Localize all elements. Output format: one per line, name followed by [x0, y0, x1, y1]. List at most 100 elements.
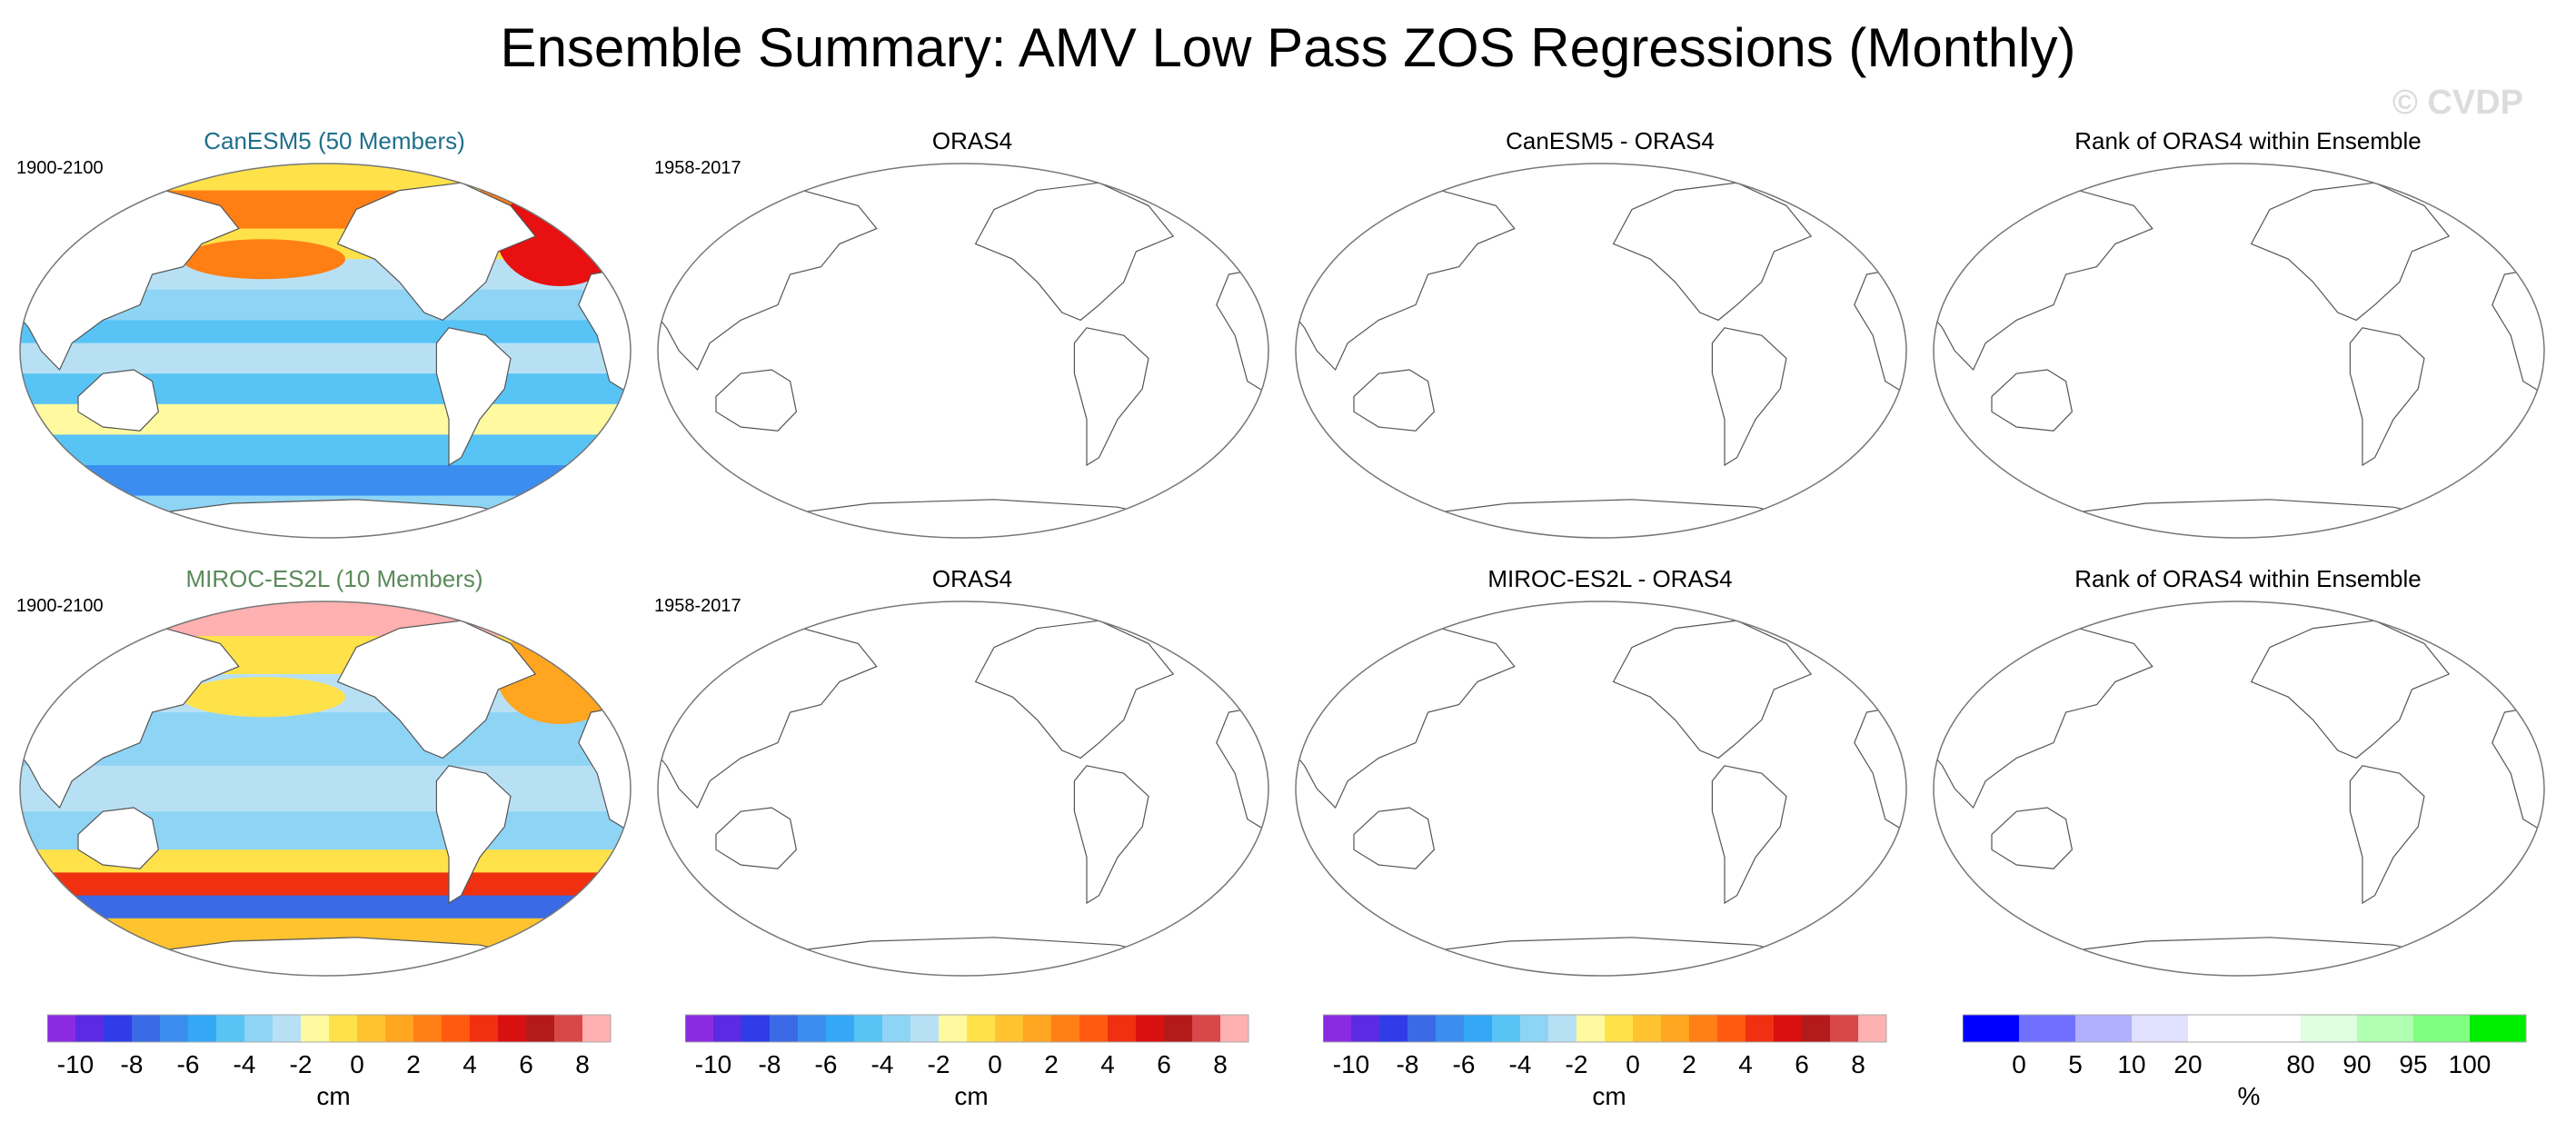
map-panel-r1-c4: Rank of ORAS4 within Ensemble	[1930, 127, 2566, 563]
continent-outline-australia	[1353, 369, 1436, 432]
colorbar-swatch	[995, 1015, 1024, 1042]
colorbar-swatch	[1746, 1015, 1775, 1042]
colorbar-swatch	[132, 1015, 161, 1042]
colorbar-tick-label: 6	[1157, 1050, 1171, 1078]
continent-outline-africa	[1854, 265, 1906, 398]
colorbar-swatch	[798, 1015, 827, 1042]
continent-outline-samerica	[435, 765, 512, 905]
continent-outline-namerica	[974, 620, 1175, 760]
colorbar-swatch	[301, 1015, 330, 1042]
colorbar-swatch	[2188, 1015, 2245, 1042]
map-border	[19, 601, 632, 977]
figure-title: Ensemble Summary: AMV Low Pass ZOS Regre…	[500, 17, 2076, 78]
colorbar-swatch	[770, 1015, 799, 1042]
colorbar-swatch	[160, 1015, 189, 1042]
continent-outline-australia	[77, 807, 160, 869]
colorbar-swatch	[1605, 1015, 1634, 1042]
colorbar-swatch	[47, 1015, 76, 1042]
colorbar-swatch	[1689, 1015, 1718, 1042]
colorbar-tick-label: 8	[1213, 1050, 1228, 1078]
continent-outline-asia	[1296, 189, 1516, 372]
colorbar-swatch	[1351, 1015, 1380, 1042]
continent-outline-australia	[715, 369, 798, 432]
colorbar-tick-label: -6	[177, 1050, 200, 1078]
colorbar-tick-label: -8	[1397, 1050, 1419, 1078]
panel-title: ORAS4	[931, 565, 1013, 592]
colorbar-tick-label: 6	[1795, 1050, 1809, 1078]
colorbar-swatch	[1774, 1015, 1803, 1042]
colorbar-swatch	[470, 1015, 499, 1042]
colorbar-tick-label: 100	[2449, 1050, 2491, 1078]
colorbar-swatch	[1802, 1015, 1831, 1042]
continent-outline-africa	[1216, 265, 1268, 398]
colorbar-swatch	[273, 1015, 302, 1042]
colorbar-tick-label: 4	[1100, 1050, 1115, 1078]
colorbar: 0 5 10 20 80 90 95 100%	[1963, 1013, 2535, 1113]
colorbar-swatch	[1858, 1015, 1887, 1042]
colorbar-swatch	[498, 1015, 527, 1042]
panel-title: MIROC-ES2L - ORAS4	[1487, 565, 1733, 592]
colorbar-swatch	[413, 1015, 443, 1042]
colorbar-tick-label: 0	[350, 1050, 364, 1078]
colorbar-unit: cm	[954, 1082, 989, 1110]
continent-outline-namerica	[2250, 182, 2451, 322]
colorbar-swatch	[1164, 1015, 1193, 1042]
continent-outline-africa	[2491, 265, 2544, 398]
map-border	[1933, 601, 2545, 977]
continent-outline-africa	[1216, 703, 1268, 836]
continent-outline-samerica	[2349, 765, 2425, 905]
continent-outline-asia	[1934, 627, 2153, 809]
colorbar-swatch	[854, 1015, 883, 1042]
colorbar-swatch	[2470, 1015, 2527, 1042]
continent-outline-samerica	[2349, 327, 2425, 467]
colorbar-unit: cm	[1592, 1082, 1626, 1110]
colorbar-swatch	[1192, 1015, 1221, 1042]
colorbar-swatch	[910, 1015, 940, 1042]
continent-outline-australia	[1353, 807, 1436, 869]
colorbar-tick-label: 0	[988, 1050, 1002, 1078]
continent-outline-samerica	[1073, 327, 1149, 467]
map-border	[657, 163, 1269, 539]
colorbar-tick-label: 95	[2399, 1050, 2427, 1078]
colorbar-tick-label: -2	[1566, 1050, 1588, 1078]
map-panel-r2-c3: MIROC-ES2L - ORAS4	[1292, 565, 1928, 1001]
map-panel-r2-c4: Rank of ORAS4 within Ensemble	[1930, 565, 2566, 1001]
colorbar: -10-8-6-4-20246810cm	[685, 1013, 1258, 1113]
world-map	[654, 598, 1290, 988]
colorbar-tick-label: 10	[2117, 1050, 2145, 1078]
colorbar-swatch	[2132, 1015, 2189, 1042]
colorbar-swatch	[104, 1015, 133, 1042]
continent-outline-asia	[658, 189, 878, 372]
continent-outline-namerica	[1612, 620, 1813, 760]
colorbar-tick-label: 6	[519, 1050, 533, 1078]
colorbar-tick-label: -10	[695, 1050, 731, 1078]
continent-outline-australia	[1991, 369, 2074, 432]
colorbar-swatch	[2357, 1015, 2414, 1042]
colorbar-swatch	[1661, 1015, 1690, 1042]
continent-outline-namerica	[1612, 182, 1813, 322]
continent-outline-asia	[1296, 627, 1516, 809]
map-panel-r2-c1: MIROC-ES2L (10 Members) 1900-2100	[16, 565, 652, 1001]
continent-outline-greenland	[2442, 174, 2500, 222]
panel-title: ORAS4	[931, 127, 1013, 154]
world-map	[16, 160, 652, 551]
colorbar-tick-label: 8	[575, 1050, 590, 1078]
colorbar-tick-label: -6	[1453, 1050, 1476, 1078]
continent-outline-asia	[658, 627, 878, 809]
colorbar-tick-label: 2	[1682, 1050, 1696, 1078]
colorbar-tick-label: 0	[1626, 1050, 1640, 1078]
continent-outline-greenland	[528, 174, 586, 222]
panel-title: CanESM5 (50 Members)	[204, 127, 465, 154]
colorbar-tick-label: -4	[234, 1050, 256, 1078]
colorbar-swatch	[685, 1015, 714, 1042]
colorbar-tick-label: 0	[2012, 1050, 2026, 1078]
colorbar-tick-label: 4	[1738, 1050, 1753, 1078]
colorbar-swatch	[1633, 1015, 1662, 1042]
continent-outline-africa	[1854, 703, 1906, 836]
continent-outline-namerica	[2250, 620, 2451, 760]
colorbar-tick-label: 2	[1044, 1050, 1059, 1078]
colorbar-swatch	[75, 1015, 104, 1042]
watermark: © CVDP	[2392, 84, 2523, 122]
colorbar-swatch	[582, 1015, 612, 1042]
colorbar-tick-label: -8	[121, 1050, 144, 1078]
